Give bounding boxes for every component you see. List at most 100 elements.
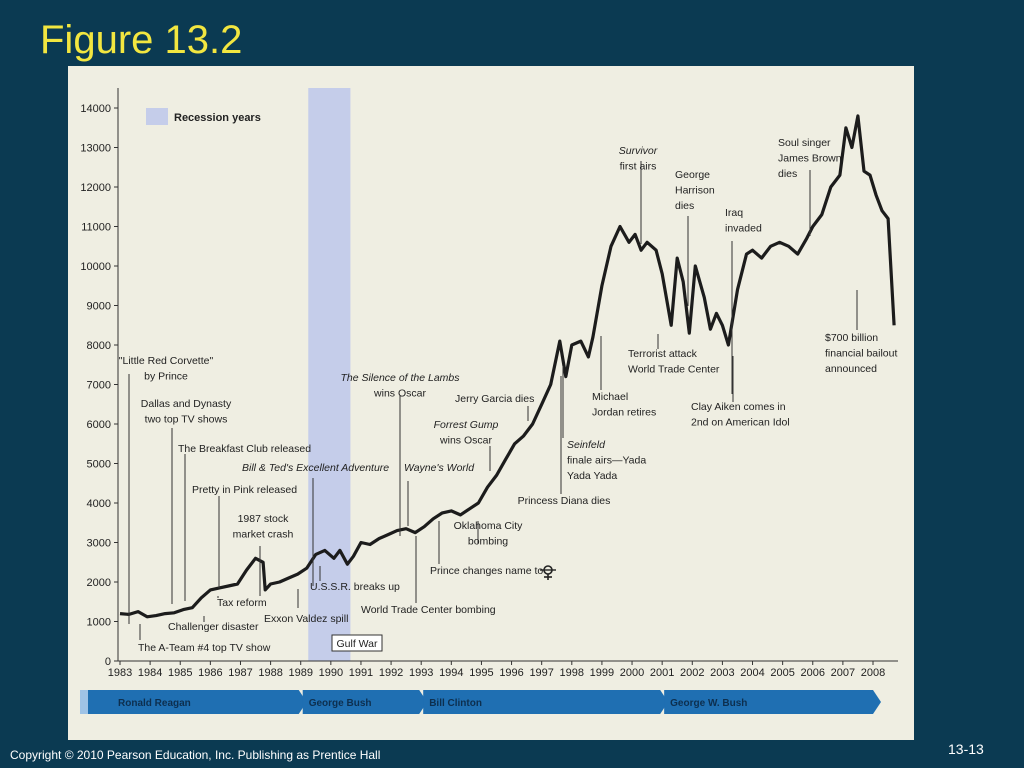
- legend-label: Recession years: [174, 112, 261, 124]
- annotation-text: announced: [825, 363, 877, 375]
- annotation-text: Seinfeld: [567, 439, 606, 451]
- page-number: 13-13: [948, 741, 984, 757]
- x-tick-label: 1995: [469, 667, 493, 679]
- x-tick-label: 2001: [650, 667, 674, 679]
- president-segment: [423, 690, 669, 714]
- annotation-text: World Trade Center bombing: [361, 604, 496, 616]
- president-label: Ronald Reagan: [118, 698, 191, 709]
- annotation-text: "Little Red Corvette": [119, 355, 214, 367]
- y-tick-label: 14000: [80, 103, 111, 115]
- annotation-text: Challenger disaster: [168, 621, 259, 633]
- annotation-text: Bill & Ted's Excellent Adventure: [242, 462, 389, 474]
- annotation-text: Gulf War: [336, 638, 378, 650]
- annotation-text: Soul singer: [778, 137, 831, 149]
- x-tick-label: 2003: [710, 667, 734, 679]
- annotation-text: Michael: [592, 391, 628, 403]
- recession-band: [308, 88, 351, 661]
- y-tick-label: 8000: [87, 340, 111, 352]
- y-tick-label: 5000: [87, 459, 111, 471]
- x-tick-label: 1992: [379, 667, 403, 679]
- x-tick-label: 1999: [590, 667, 614, 679]
- annotation-text: two top TV shows: [145, 414, 228, 426]
- x-tick-label: 1994: [439, 667, 463, 679]
- y-tick-label: 1000: [87, 617, 111, 629]
- y-tick-label: 3000: [87, 538, 111, 550]
- annotation-text: $700 billion: [825, 332, 878, 344]
- annotation-text: dies: [778, 168, 797, 180]
- x-tick-label: 2000: [620, 667, 644, 679]
- annotation-text: market crash: [233, 529, 294, 541]
- gulf-war-box: [331, 634, 383, 652]
- annotation-text: Harrison: [675, 185, 715, 197]
- president-label: George Bush: [309, 698, 372, 709]
- president-segment: [88, 690, 307, 714]
- x-tick-label: 1991: [349, 667, 373, 679]
- x-tick-label: 2005: [770, 667, 794, 679]
- x-tick-label: 1998: [560, 667, 584, 679]
- x-tick-label: 1987: [228, 667, 252, 679]
- president-bar-fade: [80, 690, 88, 714]
- annotation-text: Jordan retires: [592, 407, 656, 419]
- annotation-text: George: [675, 169, 710, 181]
- x-tick-label: 1986: [198, 667, 222, 679]
- x-tick-label: 1997: [529, 667, 553, 679]
- x-tick-label: 1985: [168, 667, 192, 679]
- y-tick-label: 9000: [87, 301, 111, 313]
- annotation-text: World Trade Center: [628, 364, 720, 376]
- annotation-text: wins Oscar: [439, 435, 492, 447]
- annotation-text: 1987 stock: [238, 513, 290, 525]
- chart-panel: 0 1000 2000 3000 4000 5000 6000 7000 8000 9000 100…: [68, 66, 914, 740]
- x-tick-label: 2008: [861, 667, 885, 679]
- president-segment: [302, 690, 428, 714]
- annotation-text: Exxon Valdez spill: [264, 613, 348, 625]
- annotation-text: Iraq: [725, 207, 743, 219]
- annotation-text: The Breakfast Club released: [178, 443, 311, 455]
- x-tick-label: 1984: [138, 667, 162, 679]
- x-tick-label: 1988: [258, 667, 282, 679]
- x-tick-label: 2006: [801, 667, 825, 679]
- annotation-text: Jerry Garcia dies: [455, 393, 534, 405]
- annotation-text: The Silence of the Lambs: [340, 372, 460, 384]
- annotation-text: U.S.S.R. breaks up: [310, 581, 400, 593]
- annotation-text: Clay Aiken comes in: [691, 401, 786, 413]
- annotation-text: Pretty in Pink released: [192, 484, 297, 496]
- x-tick-label: 2004: [740, 667, 764, 679]
- y-tick-label: 13000: [80, 143, 111, 155]
- annotation-text: finale airs—Yada: [567, 455, 646, 467]
- x-tick-label: 2007: [831, 667, 855, 679]
- annotation-text: Oklahoma City: [454, 520, 524, 532]
- y-tick-label: 12000: [80, 182, 111, 194]
- x-tick-label: 2002: [680, 667, 704, 679]
- annotation-text: by Prince: [144, 371, 188, 383]
- annotation-text: James Brown: [778, 153, 842, 165]
- y-tick-label: 6000: [87, 419, 111, 431]
- annotation-text: 2nd on American Idol: [691, 417, 790, 429]
- annotation-text: dies: [675, 200, 694, 212]
- y-tick-label: 11000: [81, 222, 111, 234]
- legend-swatch: [146, 108, 168, 125]
- y-tick-label: 4000: [87, 498, 111, 510]
- annotation-text: Tax reform: [217, 597, 267, 609]
- y-tick-label: 7000: [87, 380, 111, 392]
- annotation-text: wins Oscar: [373, 388, 426, 400]
- x-tick-label: 1990: [319, 667, 343, 679]
- annotation-text: Survivor: [619, 145, 658, 157]
- x-tick-label: 1989: [288, 667, 312, 679]
- annotation-text: Forrest Gump: [434, 419, 499, 431]
- annotation-text: Terrorist attack: [628, 348, 698, 360]
- annotation-text: Princess Diana dies: [518, 495, 611, 507]
- y-tick-label: 2000: [87, 577, 111, 589]
- x-tick-label: 1983: [108, 667, 132, 679]
- dow-jones-line: [119, 114, 896, 619]
- annotation-text: invaded: [725, 223, 762, 235]
- annotation-text: Prince changes name to: [430, 565, 543, 577]
- president-label: Bill Clinton: [429, 698, 482, 709]
- annotation-text: Wayne's World: [404, 462, 475, 474]
- slide-title: Figure 13.2: [40, 18, 243, 62]
- annotation-text: Yada Yada: [567, 470, 617, 482]
- x-tick-label: 1996: [499, 667, 523, 679]
- x-tick-label: 1993: [409, 667, 433, 679]
- prince-symbol-icon: [540, 565, 556, 580]
- copyright-text: Copyright © 2010 Pearson Education, Inc.…: [10, 748, 381, 762]
- annotation-text: financial bailout: [825, 348, 897, 360]
